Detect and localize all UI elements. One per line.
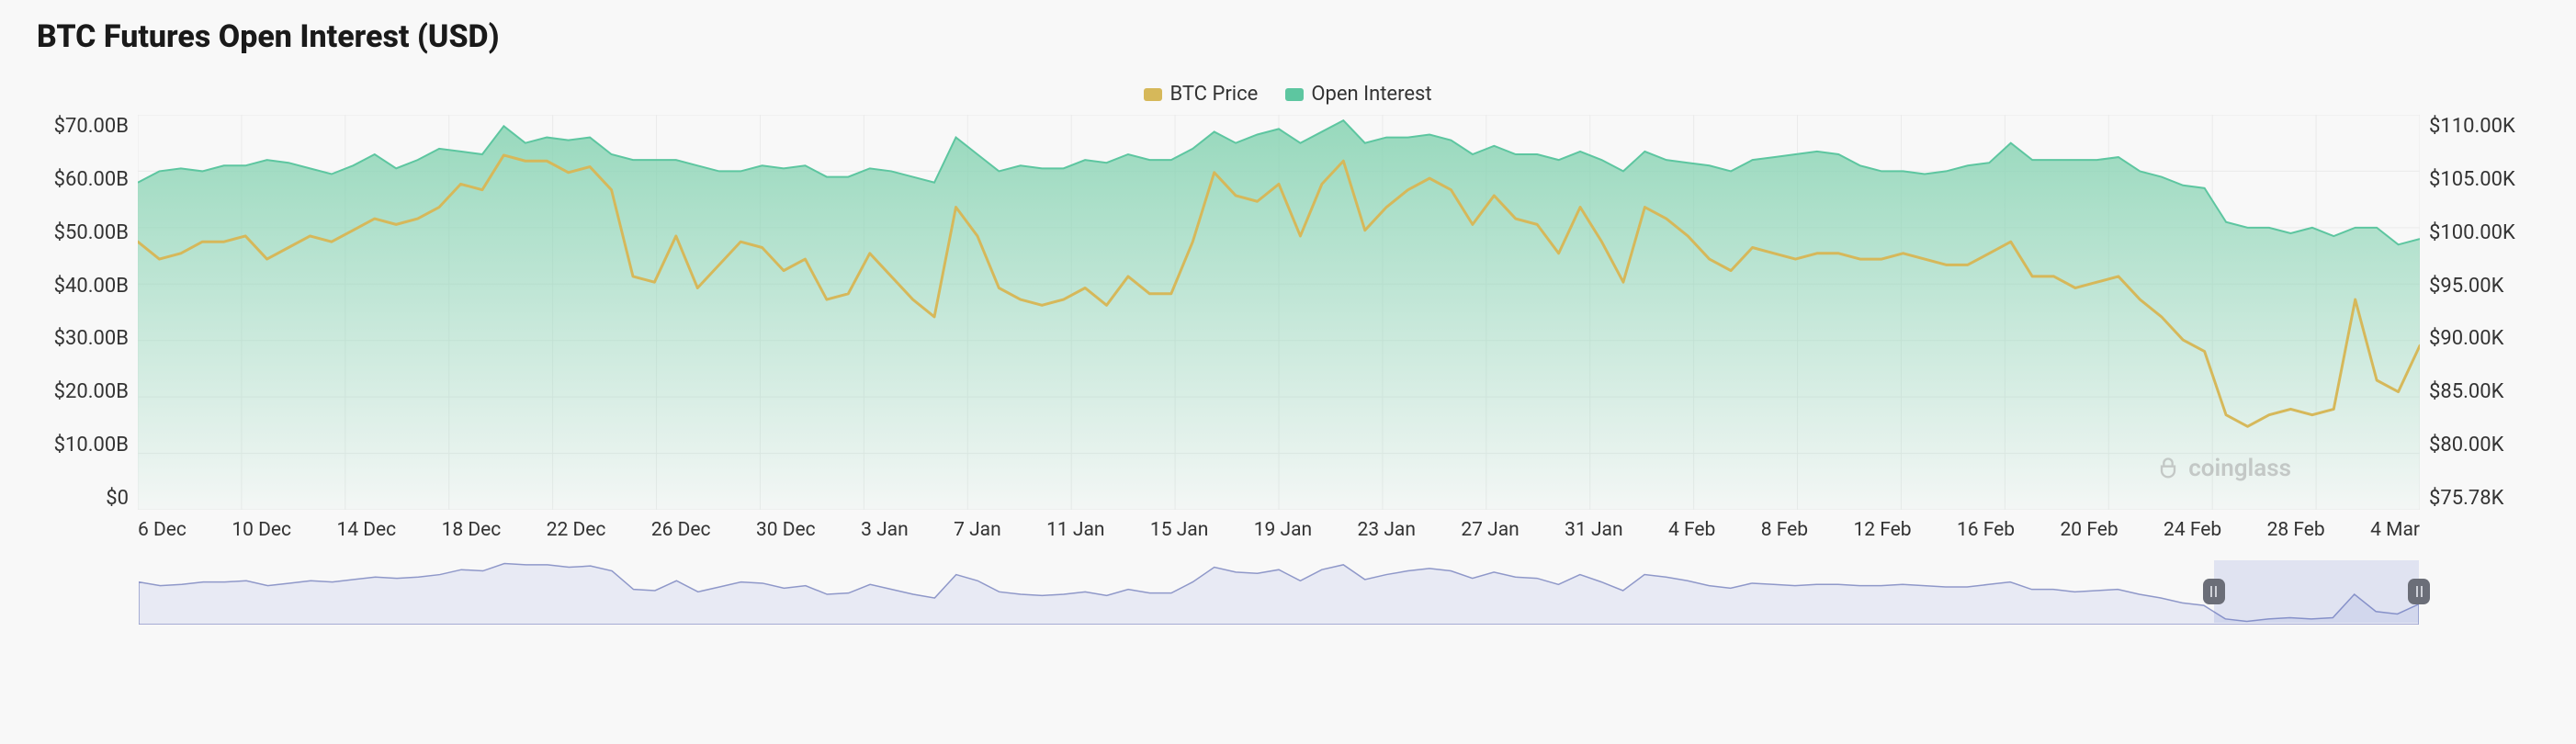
y-left-tick: $50.00B (37, 221, 129, 244)
x-tick-label: 4 Mar (2370, 519, 2420, 541)
x-tick-label: 20 Feb (2061, 519, 2118, 541)
x-tick-label: 8 Feb (1761, 519, 1808, 541)
y-right-tick: $100.00K (2429, 221, 2539, 244)
x-tick-label: 24 Feb (2164, 519, 2221, 541)
x-tick-label: 23 Jan (1358, 519, 1416, 541)
x-tick-label: 14 Dec (336, 519, 396, 541)
x-tick-label: 3 Jan (861, 519, 909, 541)
x-tick-label: 4 Feb (1668, 519, 1715, 541)
chart-title: BTC Futures Open Interest (USD) (37, 18, 2539, 55)
x-axis-labels: 6 Dec 10 Dec 14 Dec 18 Dec 22 Dec 26 Dec 30 De… (138, 519, 2420, 541)
x-tick-label: 27 Jan (1461, 519, 1519, 541)
x-tick-label: 10 Dec (232, 519, 291, 541)
x-tick-label: 18 Dec (442, 519, 502, 541)
y-right-tick: $75.78K (2429, 487, 2539, 510)
y-left-tick: $20.00B (37, 380, 129, 403)
x-tick-label: 16 Feb (1957, 519, 2015, 541)
x-tick-label: 12 Feb (1853, 519, 1911, 541)
y-left-tick: $10.00B (37, 434, 129, 457)
legend-item-oi[interactable]: Open Interest (1285, 83, 1431, 106)
chart-container: $70.00B $60.00B $50.00B $40.00B $30.00B $20.0… (37, 115, 2539, 510)
y-left-tick: $40.00B (37, 275, 129, 298)
brush-selection[interactable] (2214, 560, 2419, 623)
y-axis-left: $70.00B $60.00B $50.00B $40.00B $30.00B $20.0… (37, 115, 129, 510)
y-left-tick: $60.00B (37, 168, 129, 191)
x-tick-label: 6 Dec (138, 519, 186, 541)
legend-swatch-price (1144, 88, 1162, 101)
y-right-tick: $105.00K (2429, 168, 2539, 191)
brush-handle-right[interactable] (2408, 579, 2430, 604)
legend-swatch-oi (1285, 88, 1304, 101)
y-right-tick: $95.00K (2429, 275, 2539, 298)
x-tick-label: 30 Dec (756, 519, 816, 541)
x-tick-label: 11 Jan (1046, 519, 1104, 541)
legend-label-oi: Open Interest (1311, 83, 1431, 106)
legend-label-price: BTC Price (1169, 83, 1258, 106)
plot-area[interactable]: coinglass (138, 115, 2420, 510)
y-left-tick: $30.00B (37, 327, 129, 350)
y-right-tick: $110.00K (2429, 115, 2539, 138)
x-tick-label: 19 Jan (1254, 519, 1312, 541)
y-left-tick: $0 (37, 487, 129, 510)
legend: BTC Price Open Interest (37, 83, 2539, 106)
plot-svg (138, 115, 2420, 510)
x-tick-label: 31 Jan (1565, 519, 1622, 541)
brush-svg (139, 560, 2419, 625)
y-left-tick: $70.00B (37, 115, 129, 138)
legend-item-price[interactable]: BTC Price (1144, 83, 1258, 106)
y-right-tick: $90.00K (2429, 327, 2539, 350)
x-tick-label: 15 Jan (1150, 519, 1208, 541)
y-axis-right: $110.00K $105.00K $100.00K $95.00K $90.00K $8… (2429, 115, 2539, 510)
x-tick-label: 26 Dec (651, 519, 711, 541)
y-right-tick: $80.00K (2429, 434, 2539, 457)
brush-navigator[interactable] (138, 559, 2420, 624)
brush-handle-left[interactable] (2203, 579, 2225, 604)
x-tick-label: 28 Feb (2267, 519, 2325, 541)
x-tick-label: 22 Dec (547, 519, 606, 541)
y-right-tick: $85.00K (2429, 380, 2539, 403)
x-tick-label: 7 Jan (954, 519, 1001, 541)
